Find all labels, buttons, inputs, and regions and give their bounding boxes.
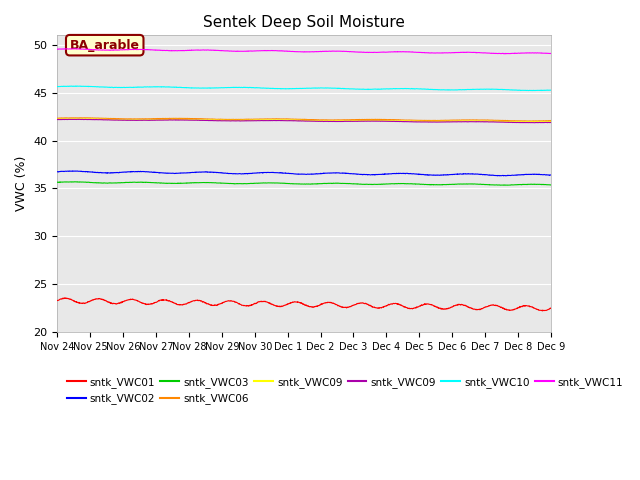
- Text: BA_arable: BA_arable: [70, 39, 140, 52]
- Legend: sntk_VWC01, sntk_VWC02, sntk_VWC03, sntk_VWC06, sntk_VWC09, sntk_VWC09, sntk_VWC: sntk_VWC01, sntk_VWC02, sntk_VWC03, sntk…: [63, 373, 628, 408]
- Title: Sentek Deep Soil Moisture: Sentek Deep Soil Moisture: [203, 15, 405, 30]
- Y-axis label: VWC (%): VWC (%): [15, 156, 28, 211]
